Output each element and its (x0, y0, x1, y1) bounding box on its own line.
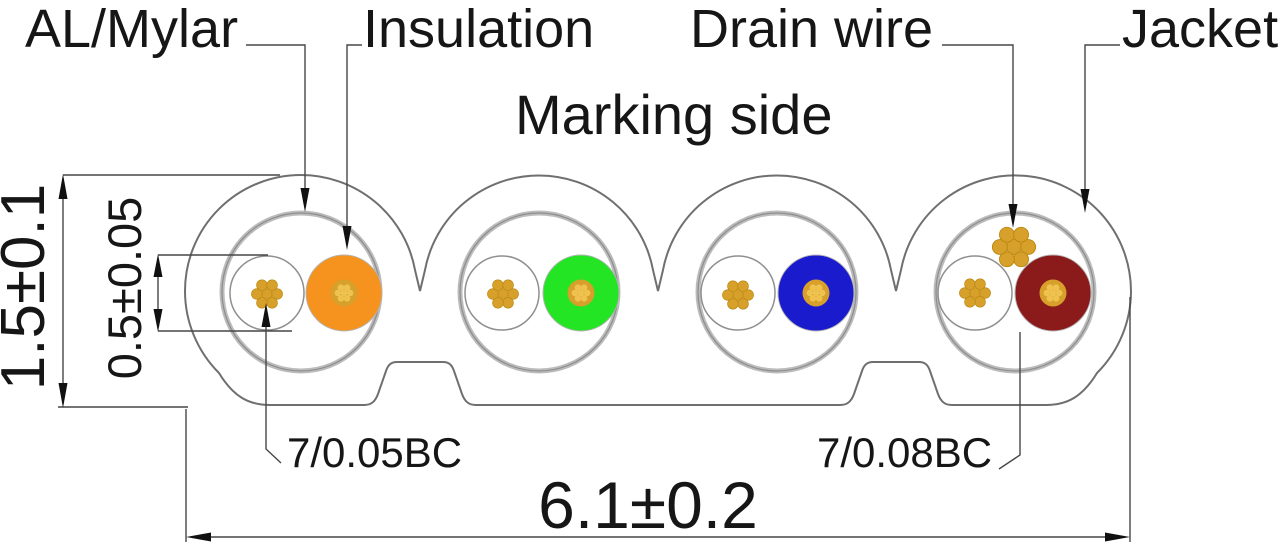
dimension-drain-diameter (153, 254, 292, 332)
dimension-width-text: 6.1±0.2 (538, 468, 758, 542)
al-mylar-leader (246, 44, 306, 190)
insulation-leader (346, 44, 362, 228)
conductor-copper-centers (330, 279, 1067, 307)
label-marking-side: Marking side (515, 83, 832, 146)
drain-strand-spec-text: 7/0.08BC (817, 429, 992, 476)
dimension-width (185, 297, 1131, 542)
label-al-mylar: AL/Mylar (25, 0, 238, 59)
label-drain-wire: Drain wire (690, 0, 933, 59)
leader-lines (246, 44, 1120, 470)
al-mylar-arrowhead (300, 188, 310, 212)
drain-wire-leader (942, 44, 1014, 206)
strand-spec-leader-left (265, 323, 282, 464)
jacket-outline (183, 173, 1133, 406)
strand-spec-leader-right (998, 332, 1021, 470)
jacket-arrowhead (1080, 189, 1090, 213)
drain-wire-arrowhead (1008, 204, 1018, 228)
dimension-height-text: 1.5±0.1 (0, 184, 58, 390)
label-insulation: Insulation (363, 0, 594, 59)
insulation-arrowhead (342, 226, 352, 250)
dimension-height (58, 174, 280, 408)
jacket-leader (1084, 44, 1120, 191)
label-jacket: Jacket (1122, 0, 1278, 59)
dimension-drain-diameter-text: 0.5±0.05 (98, 197, 151, 380)
conductor-strand-spec-text: 7/0.05BC (287, 429, 462, 476)
strand-spec-up-arrowhead (261, 303, 271, 327)
